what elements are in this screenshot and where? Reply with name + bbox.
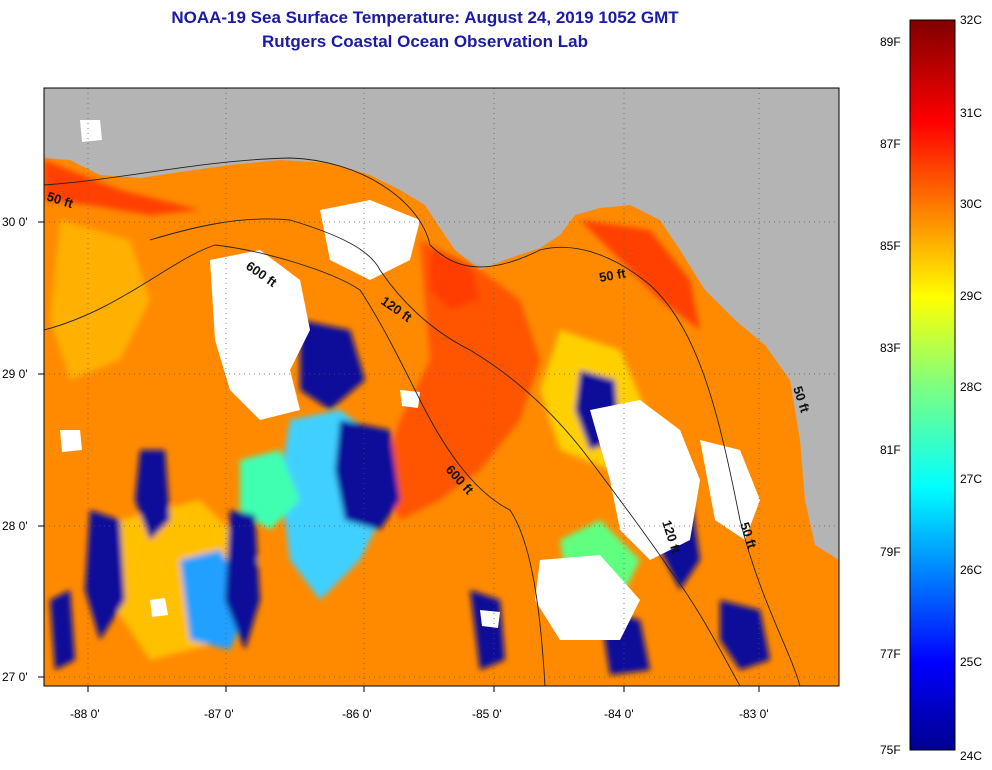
map-frame <box>43 87 840 687</box>
colorbar-celsius-labels: 32C 31C 30C 29C 28C 27C 26C 25C 24C <box>960 13 982 763</box>
figure-title: NOAA-19 Sea Surface Temperature: August … <box>171 8 679 27</box>
colorbar-fahrenheit-labels: 89F 87F 85F 83F 81F 79F 77F 75F <box>880 35 901 757</box>
colorbar-fahrenheit-label: 85F <box>880 239 901 253</box>
bathymetry-contours <box>44 157 801 686</box>
contour-label: 50 ft <box>598 265 628 285</box>
colorbar-celsius-label: 27C <box>960 472 982 486</box>
colorbar-fahrenheit-label: 79F <box>880 545 901 559</box>
lon-tick-label: -86 0' <box>342 707 372 721</box>
colorbar-celsius-label: 29C <box>960 289 982 303</box>
colorbar-fahrenheit-label: 75F <box>880 743 901 757</box>
colorbar-celsius-label: 25C <box>960 655 982 669</box>
map-panel: 50 ft 600 ft 120 ft 50 ft 600 ft 120 ft … <box>44 88 839 686</box>
colorbar-celsius-label: 30C <box>960 197 982 211</box>
colorbar-fahrenheit-label: 83F <box>880 341 901 355</box>
colorbar-celsius-label: 28C <box>960 380 982 394</box>
cloud-mask <box>60 120 760 640</box>
lon-tick-label: -88 0' <box>70 707 100 721</box>
lat-tick-label: 27 0' <box>2 670 28 684</box>
lon-tick-label: -83 0' <box>739 707 769 721</box>
colorbar-celsius-label: 31C <box>960 106 982 120</box>
colorbar-fahrenheit-label: 77F <box>880 647 901 661</box>
colorbar-celsius-label: 32C <box>960 13 982 27</box>
colorbar-celsius-label: 24C <box>960 749 982 763</box>
colorbar-celsius-label: 26C <box>960 563 982 577</box>
lat-tick-label: 29 0' <box>2 367 28 381</box>
lon-tick-label: -84 0' <box>604 707 634 721</box>
lat-tick-label: 28 0' <box>2 519 28 533</box>
lon-tick-label: -85 0' <box>472 707 502 721</box>
colorbar-fahrenheit-label: 89F <box>880 35 901 49</box>
lon-tick-label: -87 0' <box>204 707 234 721</box>
colorbar-fahrenheit-label: 81F <box>880 443 901 457</box>
axis-ticks <box>38 221 760 692</box>
colorbar-fahrenheit-label: 87F <box>880 137 901 151</box>
figure-subtitle: Rutgers Coastal Ocean Observation Lab <box>262 32 588 51</box>
colorbar <box>909 19 956 751</box>
land-mass <box>44 88 839 560</box>
lat-tick-label: 30 0' <box>2 215 28 229</box>
